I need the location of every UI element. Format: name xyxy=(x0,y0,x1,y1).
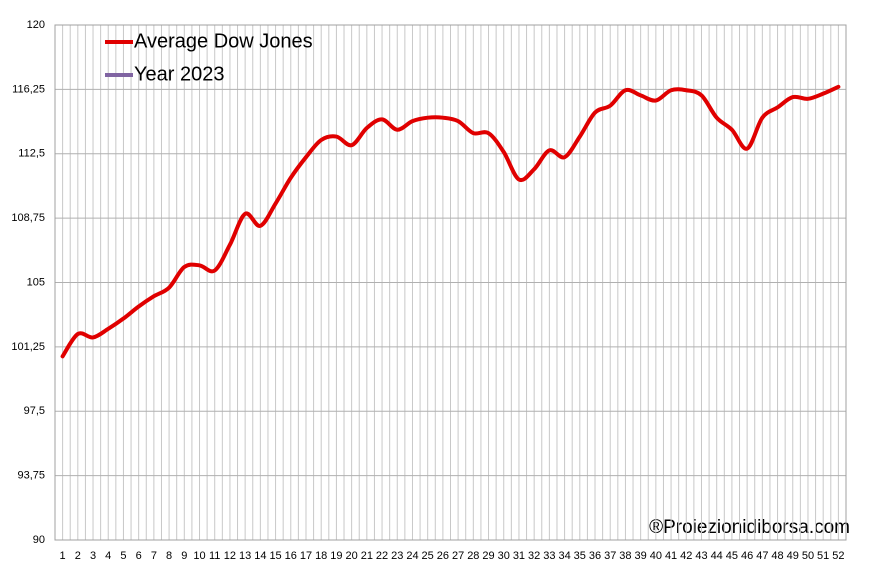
x-tick-label: 17 xyxy=(300,550,312,562)
y-tick-label: 93,75 xyxy=(17,470,45,482)
x-tick-label: 51 xyxy=(817,550,829,562)
x-tick-label: 8 xyxy=(166,550,172,562)
x-tick-label: 47 xyxy=(756,550,768,562)
x-tick-label: 34 xyxy=(558,550,570,562)
x-tick-label: 3 xyxy=(90,550,96,562)
x-tick-label: 43 xyxy=(695,550,707,562)
x-tick-label: 33 xyxy=(543,550,555,562)
x-tick-label: 41 xyxy=(665,550,677,562)
x-tick-label: 30 xyxy=(498,550,510,562)
x-tick-label: 49 xyxy=(787,550,799,562)
x-tick-label: 5 xyxy=(120,550,126,562)
y-tick-label: 101,25 xyxy=(11,341,45,353)
x-tick-label: 45 xyxy=(726,550,738,562)
x-tick-label: 15 xyxy=(269,550,281,562)
x-tick-label: 20 xyxy=(346,550,358,562)
x-tick-label: 25 xyxy=(422,550,434,562)
y-tick-label: 90 xyxy=(33,534,45,546)
x-tick-label: 40 xyxy=(650,550,662,562)
y-tick-label: 108,75 xyxy=(11,212,45,224)
y-tick-label: 97,5 xyxy=(24,405,45,417)
x-tick-label: 35 xyxy=(574,550,586,562)
x-tick-label: 38 xyxy=(619,550,631,562)
x-tick-label: 10 xyxy=(193,550,205,562)
x-tick-label: 9 xyxy=(181,550,187,562)
y-tick-label: 116,25 xyxy=(12,83,45,95)
x-tick-label: 24 xyxy=(406,550,418,562)
x-tick-label: 48 xyxy=(771,550,783,562)
x-tick-label: 26 xyxy=(437,550,449,562)
y-tick-label: 105 xyxy=(27,276,45,288)
y-tick-label: 120 xyxy=(27,19,45,31)
series-line xyxy=(60,84,841,359)
x-tick-label: 14 xyxy=(254,550,266,562)
x-tick-label: 13 xyxy=(239,550,251,562)
x-tick-label: 46 xyxy=(741,550,753,562)
watermark: ®Proiezionidiborsa.com xyxy=(649,517,850,538)
plot-border xyxy=(54,24,847,541)
x-tick-label: 7 xyxy=(151,550,157,562)
x-tick-label: 37 xyxy=(604,550,616,562)
x-tick-label: 23 xyxy=(391,550,403,562)
x-tick-label: 4 xyxy=(105,550,111,562)
x-tick-label: 32 xyxy=(528,550,540,562)
x-tick-label: 31 xyxy=(513,550,525,562)
x-tick-label: 42 xyxy=(680,550,692,562)
x-tick-label: 36 xyxy=(589,550,601,562)
x-tick-label: 18 xyxy=(315,550,327,562)
x-tick-label: 39 xyxy=(635,550,647,562)
legend-label: Year 2023 xyxy=(134,63,224,85)
x-tick-label: 28 xyxy=(467,550,479,562)
x-tick-label: 21 xyxy=(361,550,373,562)
x-tick-label: 11 xyxy=(209,550,220,562)
x-tick-label: 52 xyxy=(832,550,844,562)
x-tick-label: 19 xyxy=(330,550,342,562)
x-tick-label: 12 xyxy=(224,550,236,562)
x-tick-label: 1 xyxy=(60,550,66,562)
x-tick-label: 6 xyxy=(136,550,142,562)
x-tick-label: 2 xyxy=(75,550,81,562)
x-tick-label: 44 xyxy=(711,550,723,562)
y-tick-label: 112,5 xyxy=(18,148,45,160)
x-tick-label: 50 xyxy=(802,550,814,562)
x-tick-label: 22 xyxy=(376,550,388,562)
x-tick-label: 16 xyxy=(285,550,297,562)
x-tick-label: 29 xyxy=(482,550,494,562)
x-tick-label: 27 xyxy=(452,550,464,562)
legend-label: Average Dow Jones xyxy=(134,30,313,52)
